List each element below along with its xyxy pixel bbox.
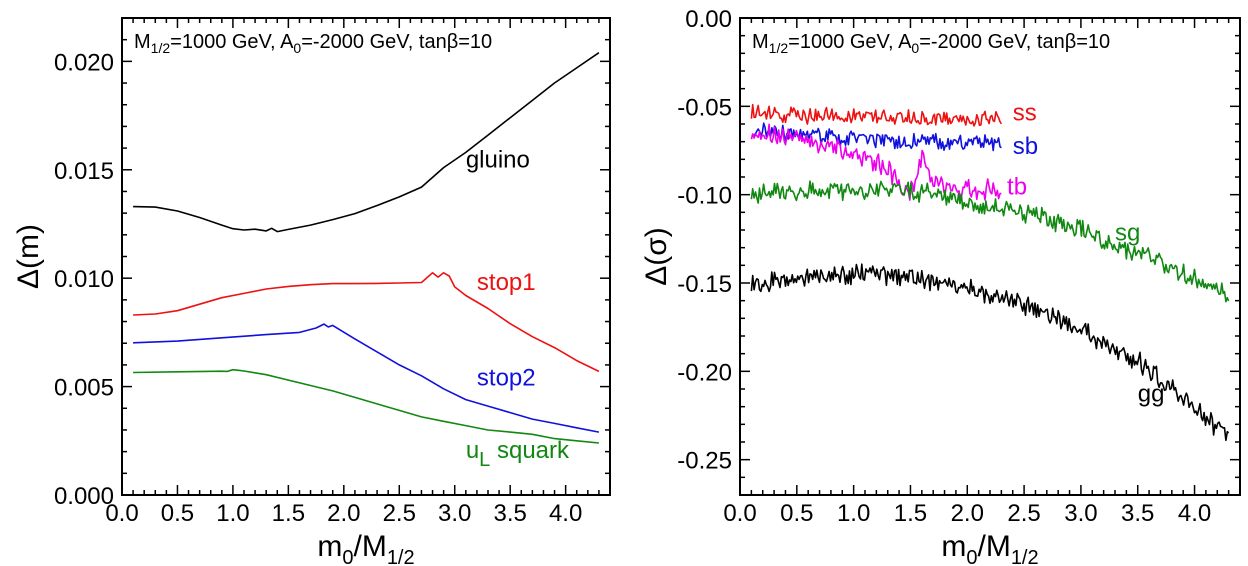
y-tick-label: 0.020 bbox=[54, 49, 114, 76]
x-axis-label: m0/M1/2 bbox=[941, 530, 1038, 566]
xlabel-part: /M bbox=[353, 530, 386, 563]
chart-title: M1/2=1000 GeV, A0=-2000 GeV, tanβ=10 bbox=[134, 31, 492, 56]
xlabel-sub: 1/2 bbox=[387, 547, 415, 566]
title-sub: 0 bbox=[293, 40, 301, 56]
series-label: tb bbox=[1007, 174, 1027, 201]
y-tick-label: 0.00 bbox=[685, 6, 732, 33]
xlabel-part: m bbox=[317, 530, 342, 563]
y-tick-label: 0.005 bbox=[54, 375, 114, 402]
y-tick-label: -0.20 bbox=[677, 359, 732, 386]
x-tick-label: 4.0 bbox=[549, 500, 582, 527]
series-line-tb bbox=[750, 123, 1002, 201]
x-tick-label: 3.0 bbox=[1064, 500, 1097, 527]
series-label-part: squark bbox=[490, 437, 570, 464]
series-label-part: u bbox=[466, 437, 479, 464]
series-label-sub: L bbox=[479, 449, 490, 471]
xlabel-part: /M bbox=[977, 530, 1010, 563]
y-axis-label: Δ(m) bbox=[12, 224, 45, 289]
plot-frame bbox=[121, 17, 611, 496]
title-part: =-2000 GeV, tanβ=10 bbox=[301, 31, 492, 53]
x-tick-label: 2.0 bbox=[327, 500, 360, 527]
series-line-stop1 bbox=[133, 271, 600, 373]
x-tick-label: 0.5 bbox=[161, 500, 194, 527]
x-axis-label: m0/M1/2 bbox=[317, 530, 414, 566]
x-tick-label: 2.5 bbox=[383, 500, 416, 527]
series-label: gg bbox=[1138, 380, 1165, 407]
x-tick-label: 1.5 bbox=[272, 500, 305, 527]
y-tick-label: 0.010 bbox=[54, 266, 114, 293]
title-part: M bbox=[134, 31, 151, 53]
series-label: gluino bbox=[466, 147, 530, 174]
xlabel-sub: 0 bbox=[966, 547, 977, 566]
series-line-sb bbox=[751, 122, 1002, 152]
title-part: =-2000 GeV, tanβ=10 bbox=[919, 31, 1110, 53]
x-tick-label: 3.0 bbox=[438, 500, 471, 527]
x-tick-label: 0.0 bbox=[723, 500, 756, 527]
series-line-gg bbox=[750, 263, 1230, 442]
series-line-gluino bbox=[133, 52, 600, 233]
title-part: M bbox=[752, 31, 769, 53]
x-tick-label: 1.5 bbox=[894, 500, 927, 527]
series-line-stop2 bbox=[133, 323, 600, 433]
x-tick-label: 2.0 bbox=[951, 500, 984, 527]
x-tick-label: 3.5 bbox=[1121, 500, 1154, 527]
x-tick-label: 0.5 bbox=[780, 500, 813, 527]
series-label: uL squark bbox=[466, 437, 570, 471]
chart-title: M1/2=1000 GeV, A0=-2000 GeV, tanβ=10 bbox=[752, 31, 1110, 56]
x-tick-label: 3.5 bbox=[493, 500, 526, 527]
title-part: =1000 GeV, A bbox=[170, 31, 294, 53]
y-tick-label: 0.015 bbox=[54, 158, 114, 185]
y-tick-label: 0.000 bbox=[54, 483, 114, 510]
title-sub: 1/2 bbox=[151, 40, 171, 56]
series-line-sg bbox=[750, 180, 1230, 303]
xlabel-sub: 1/2 bbox=[1011, 547, 1039, 566]
x-tick-label: 1.0 bbox=[837, 500, 870, 527]
xlabel-sub: 0 bbox=[342, 547, 353, 566]
x-tick-label: 2.5 bbox=[1007, 500, 1040, 527]
series-label: stop2 bbox=[477, 365, 536, 392]
x-tick-label: 4.0 bbox=[1178, 500, 1211, 527]
title-sub: 1/2 bbox=[769, 40, 789, 56]
series-label: stop1 bbox=[477, 269, 536, 296]
y-tick-label: -0.05 bbox=[677, 94, 732, 121]
y-axis-label: Δ(σ) bbox=[640, 227, 673, 286]
y-tick-label: -0.25 bbox=[677, 448, 732, 475]
x-tick-label: 0.0 bbox=[105, 500, 138, 527]
plot-frame bbox=[739, 17, 1241, 496]
y-tick-label: -0.10 bbox=[677, 183, 732, 210]
x-tick-label: 1.0 bbox=[216, 500, 249, 527]
right-panel: 0.0 0.5 1.0 1.5 2.0 2.5 3.0 3.5 4.0 0.00 -0.05 -0.1… bbox=[640, 6, 1241, 566]
y-tick-label: -0.15 bbox=[677, 271, 732, 298]
left-panel: 0.0 0.5 1.0 1.5 2.0 2.5 3.0 3.5 4.0 0.000 0.005 0.0… bbox=[12, 17, 611, 566]
series-label: sb bbox=[1013, 133, 1038, 160]
title-part: =1000 GeV, A bbox=[788, 31, 912, 53]
series-label: sg bbox=[1115, 220, 1140, 247]
series-label: ss bbox=[1013, 99, 1037, 126]
series-line-u-l-squark bbox=[133, 368, 599, 444]
title-sub: 0 bbox=[911, 40, 919, 56]
series-line-ss bbox=[750, 103, 1003, 127]
xlabel-part: m bbox=[941, 530, 966, 563]
